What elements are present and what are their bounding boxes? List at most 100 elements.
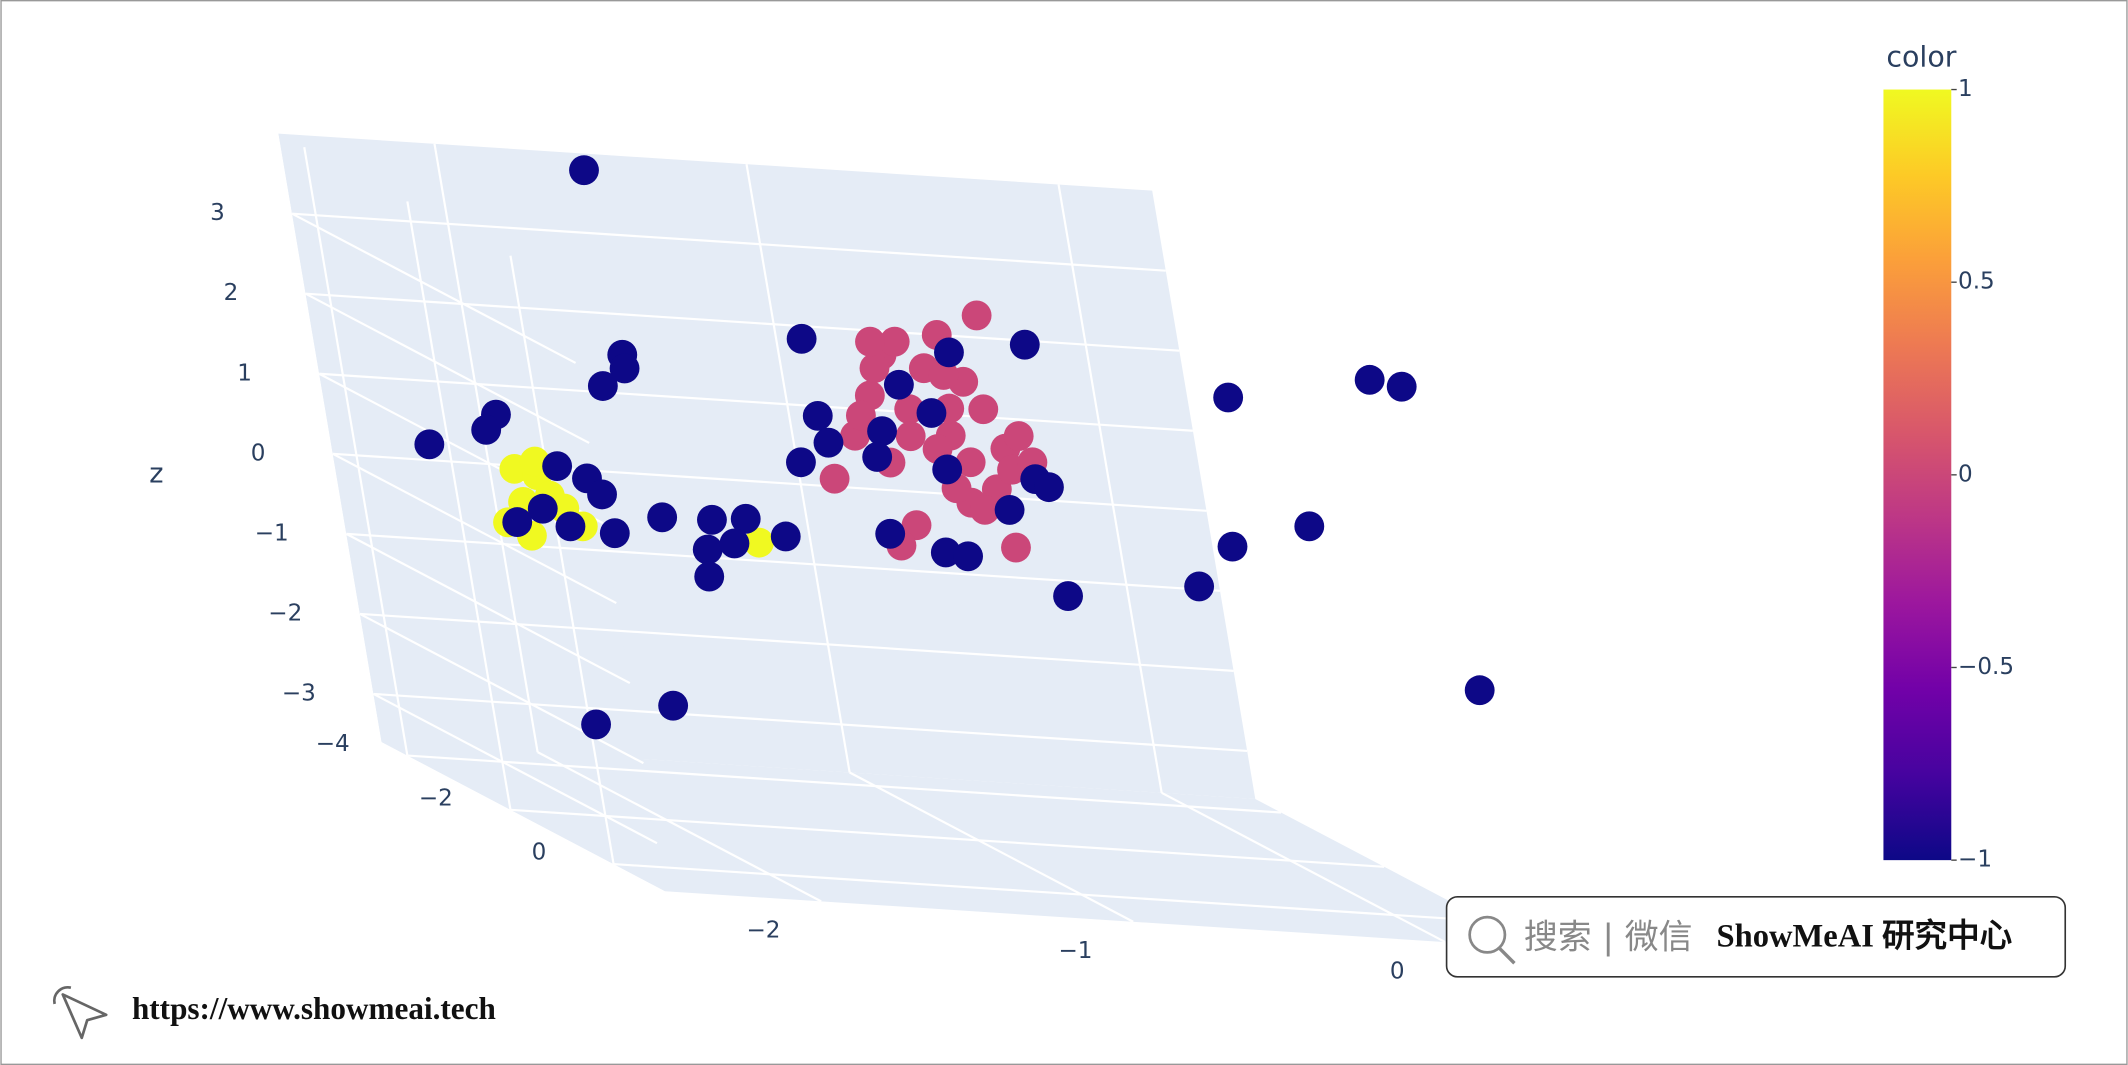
grid-line bbox=[291, 212, 577, 364]
point bbox=[1213, 382, 1244, 413]
point bbox=[786, 323, 817, 354]
colorbar-tick-label: 0 bbox=[1958, 461, 1973, 487]
point bbox=[875, 518, 906, 549]
grid-line bbox=[291, 212, 1166, 272]
point bbox=[569, 155, 599, 186]
floor bbox=[381, 741, 1539, 949]
z-tick-label: 1 bbox=[237, 360, 252, 386]
z-tick-label: 3 bbox=[210, 200, 225, 226]
grid-line bbox=[537, 751, 822, 903]
point bbox=[502, 507, 533, 538]
point bbox=[1217, 531, 1248, 562]
cursor-icon bbox=[61, 993, 108, 1040]
grid-line bbox=[373, 692, 1248, 753]
point bbox=[883, 369, 914, 400]
point bbox=[1184, 571, 1215, 602]
point bbox=[855, 326, 885, 357]
point bbox=[961, 300, 992, 331]
point bbox=[802, 400, 833, 431]
colorbar-ticks: −1 −0.5 0 0.5 1 bbox=[1951, 76, 2014, 873]
point bbox=[471, 414, 502, 445]
point bbox=[581, 709, 612, 740]
point bbox=[599, 518, 630, 549]
point bbox=[697, 504, 727, 535]
footer-url: https://www.showmeai.tech bbox=[132, 991, 496, 1026]
point bbox=[694, 561, 725, 592]
footer: https://www.showmeai.tech bbox=[52, 985, 496, 1040]
point bbox=[932, 454, 963, 485]
grid-line bbox=[332, 452, 1207, 512]
point bbox=[587, 371, 618, 401]
point bbox=[555, 511, 586, 542]
grid-line bbox=[510, 808, 1385, 868]
point bbox=[955, 447, 986, 478]
point bbox=[1294, 511, 1325, 542]
point bbox=[928, 360, 959, 390]
point bbox=[1003, 421, 1034, 452]
search-icon-handle bbox=[1498, 947, 1516, 965]
point bbox=[587, 479, 617, 510]
grid-line bbox=[346, 532, 1221, 592]
x-tick-label: −2 bbox=[419, 785, 453, 811]
point bbox=[867, 416, 897, 447]
grid-line bbox=[303, 147, 409, 756]
point bbox=[879, 326, 910, 357]
point bbox=[770, 521, 801, 552]
point bbox=[895, 421, 926, 452]
z-tick-label: −2 bbox=[268, 600, 302, 626]
watermark-box bbox=[1445, 895, 2067, 978]
y-tick-label: 0 bbox=[1390, 958, 1405, 984]
grid-line bbox=[849, 771, 1134, 923]
watermark-search: 搜索 | 微信 bbox=[1524, 917, 1693, 956]
grid-line bbox=[305, 292, 590, 444]
colorbar-tick-label: −0.5 bbox=[1958, 654, 2014, 680]
point bbox=[658, 690, 689, 721]
point bbox=[859, 353, 890, 384]
point bbox=[1001, 532, 1031, 563]
point bbox=[819, 463, 850, 494]
cursor-icon-arc bbox=[52, 985, 72, 1005]
colorbar-tick-label: −1 bbox=[1958, 847, 1992, 873]
point bbox=[786, 447, 816, 478]
grid-line bbox=[372, 692, 658, 845]
z-tick-label: −3 bbox=[282, 680, 316, 706]
scene bbox=[278, 133, 1539, 949]
y-tick-label: −2 bbox=[746, 918, 780, 944]
point bbox=[934, 337, 964, 368]
x-tick-label: 0 bbox=[532, 840, 547, 866]
grid-line bbox=[406, 201, 512, 810]
z-tick-label: 0 bbox=[251, 440, 266, 466]
point bbox=[519, 446, 550, 477]
point bbox=[894, 394, 925, 425]
search-icon bbox=[1468, 915, 1507, 954]
z-axis-title: z bbox=[149, 458, 163, 489]
z-tick-label: 2 bbox=[224, 280, 239, 306]
watermark-brand: ShowMeAI 研究中心 bbox=[1717, 917, 2013, 954]
point bbox=[527, 493, 558, 524]
grid-line bbox=[1057, 184, 1163, 794]
point bbox=[968, 394, 999, 425]
point bbox=[1009, 329, 1040, 360]
grid-line bbox=[407, 754, 1282, 814]
colorbar-tick-label: 0.5 bbox=[1958, 269, 1995, 295]
point bbox=[647, 502, 678, 533]
point bbox=[744, 527, 774, 558]
grid-line bbox=[433, 143, 539, 753]
grid-line bbox=[345, 532, 631, 685]
point bbox=[969, 494, 1000, 525]
watermark: 搜索 | 微信 ShowMeAI 研究中心 bbox=[1445, 895, 2067, 978]
point bbox=[730, 503, 761, 534]
point bbox=[542, 451, 573, 482]
point bbox=[845, 400, 876, 431]
point bbox=[609, 353, 640, 384]
point bbox=[862, 442, 893, 472]
point bbox=[994, 494, 1025, 525]
point bbox=[916, 398, 947, 428]
colorbar-tick-label: 1 bbox=[1958, 76, 1973, 102]
grid-line bbox=[613, 862, 1488, 923]
colorbar-title: color bbox=[1886, 40, 1956, 73]
side-wall bbox=[278, 133, 666, 892]
x-tick-label: −4 bbox=[316, 731, 350, 757]
